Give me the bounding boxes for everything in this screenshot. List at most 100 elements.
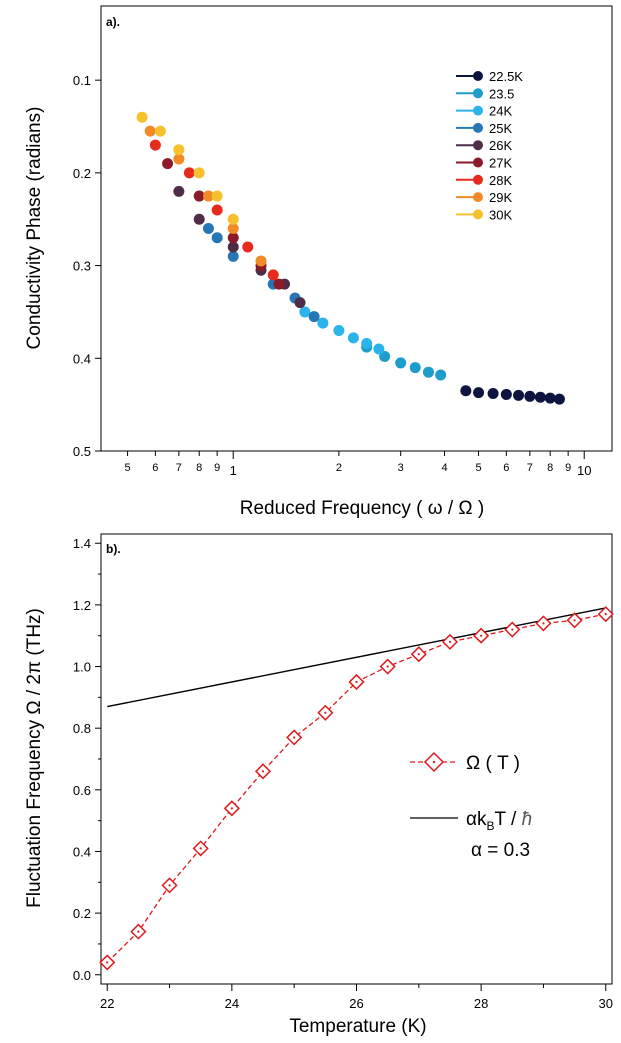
series-29k (144, 125, 267, 267)
legend-marker (473, 157, 483, 168)
data-point (524, 390, 536, 402)
panel-a-y-tick-label: 0.1 (73, 73, 91, 88)
omega-diamond-dot (604, 613, 607, 616)
omega-diamond-dot (417, 653, 420, 656)
data-point (379, 350, 391, 362)
panel-a-label: a). (106, 15, 120, 29)
panel-b-y-tick-label: 0.0 (73, 968, 91, 983)
panel-a-x-tick-label: 8 (196, 462, 202, 474)
data-point (193, 213, 205, 225)
panel-a-y-axis-title: Conductivity Phase (radians) (24, 107, 45, 350)
series-22-5k (460, 385, 565, 405)
panel-b-legend: Ω ( T ) αkBT / ħ α = 0.3 (410, 751, 532, 861)
panel-b-y-tick-label: 0.6 (73, 783, 91, 798)
omega-diamond-dot (230, 807, 233, 810)
legend-label: 27K (489, 156, 512, 171)
panel-a-x-tick-label: 6 (503, 462, 509, 474)
panel-a-y-tick-label: 0.4 (73, 351, 91, 366)
panel-b-fluctuation-frequency: b). 22 24 26 28 30 0.0 0.2 0.4 0.6 0.8 1.0 1.2 1.4 Ω… (24, 533, 614, 1037)
panel-a-x-tick-label: 8 (547, 462, 553, 474)
panel-a-conductivity-phase: a). 5 6 7 8 9 1 2 3 4 5 6 7 8 9 100.10.20.30.40.5 22.5… (24, 5, 613, 519)
panel-a-legend: 22.5K 23.5 24K 25K 26K 27K 28K 29K 30K (456, 69, 523, 222)
omega-diamond-dot (355, 680, 358, 684)
legend-marker (473, 71, 483, 81)
legend-label: 24K (489, 104, 512, 119)
data-point (227, 213, 239, 225)
panel-b-x-tick-label: 22 (100, 996, 114, 1011)
panel-b-x-tick-label: 30 (599, 996, 613, 1011)
omega-diamond-dot (324, 711, 327, 714)
panel-a-y-tick-label: 0.2 (73, 166, 91, 181)
legend-marker (473, 209, 483, 220)
panel-b-y-tick-label: 1.2 (73, 598, 91, 613)
omega-diamond-dot (168, 884, 171, 887)
panel-a-x-tick-label: 6 (152, 462, 158, 474)
legend-linear-label-subscript: B (486, 819, 494, 833)
legend-marker (473, 122, 483, 133)
data-point (154, 125, 166, 137)
data-point (534, 391, 546, 403)
legend-label: 22.5K (489, 69, 523, 84)
data-point (149, 139, 161, 151)
panel-a-x-tick-label: 10 (577, 463, 591, 478)
panel-a-x-tick-label: 4 (441, 462, 447, 474)
data-point (211, 204, 223, 216)
data-point (308, 311, 320, 323)
panel-a-x-tick-label: 3 (398, 462, 404, 474)
panel-b-label: b). (106, 542, 121, 556)
panel-b-x-tick-label: 24 (225, 996, 239, 1011)
data-point (144, 125, 156, 137)
data-point (173, 185, 185, 197)
legend-marker (473, 105, 483, 116)
panel-a-ticks: 5 6 7 8 9 1 2 3 4 5 6 7 8 9 100.10.20.30.40.5 (73, 73, 592, 478)
data-point (202, 223, 214, 234)
data-point (193, 190, 205, 202)
data-point (227, 250, 239, 262)
data-point (544, 392, 556, 404)
data-point (162, 158, 174, 170)
panel-b-plot-frame (100, 533, 613, 985)
legend-linear-label: αkBT / ħ (466, 809, 532, 833)
data-point (513, 389, 525, 401)
legend-label: 26K (489, 138, 512, 153)
panel-b-series (99, 606, 614, 971)
data-point (136, 111, 148, 123)
panel-a-x-tick-label: 2 (336, 462, 342, 474)
legend-marker (473, 88, 483, 99)
panel-b-y-tick-label: 1.0 (73, 660, 91, 675)
data-point (227, 232, 239, 244)
panel-a-x-tick-label: 5 (125, 462, 131, 474)
data-point (193, 167, 205, 179)
panel-a-data-points (136, 111, 565, 405)
panel-a-x-tick-label: 7 (176, 462, 182, 474)
data-point (183, 167, 195, 179)
data-point (294, 297, 306, 309)
data-point (317, 317, 329, 329)
panel-a-x-tick-label: 1 (230, 463, 237, 478)
legend-label: 25K (489, 121, 512, 136)
data-point (333, 324, 345, 336)
legend-alpha-value: α = 0.3 (471, 840, 530, 861)
legend-marker (473, 192, 483, 203)
data-point (553, 393, 565, 405)
panel-a-plot-frame (100, 5, 613, 452)
linear-fit-line (107, 607, 606, 708)
data-point (211, 190, 223, 202)
data-point (373, 343, 385, 355)
data-point (409, 362, 421, 374)
data-point (211, 232, 223, 244)
legend-omega-diamond-dot (432, 760, 436, 764)
data-point (273, 278, 285, 290)
data-point (395, 357, 407, 369)
omega-dashed-line (106, 613, 606, 963)
data-point (299, 306, 311, 318)
omega-diamond-dot (261, 770, 265, 773)
data-point (242, 241, 254, 253)
data-point (422, 366, 434, 378)
series-28k (149, 139, 279, 281)
data-point (435, 369, 447, 381)
panel-a-x-tick-label: 9 (565, 462, 571, 474)
legend-linear-label-hbar: ħ (522, 809, 533, 830)
panel-b-ticks: 22 24 26 28 30 0.0 0.2 0.4 0.6 0.8 1.0 1.2 1.4 (73, 536, 613, 1011)
